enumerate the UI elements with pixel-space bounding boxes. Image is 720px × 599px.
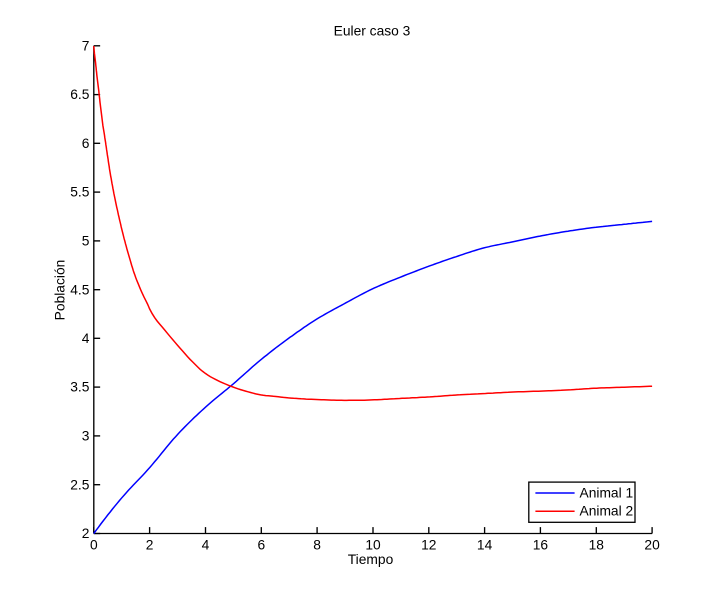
- svg-text:5: 5: [82, 234, 90, 249]
- svg-text:4: 4: [82, 331, 90, 346]
- svg-text:6: 6: [257, 537, 265, 552]
- svg-text:6.5: 6.5: [70, 87, 90, 102]
- svg-text:3.5: 3.5: [70, 380, 90, 395]
- svg-text:6: 6: [82, 136, 90, 151]
- svg-text:8: 8: [313, 537, 321, 552]
- svg-text:Población: Población: [53, 260, 68, 321]
- svg-text:5.5: 5.5: [70, 185, 90, 200]
- svg-text:16: 16: [533, 537, 549, 552]
- svg-text:2: 2: [82, 526, 90, 541]
- svg-text:10: 10: [365, 537, 381, 552]
- svg-text:12: 12: [421, 537, 436, 552]
- svg-text:Euler caso 3: Euler caso 3: [334, 24, 411, 39]
- svg-text:Tiempo: Tiempo: [348, 552, 394, 567]
- svg-text:2: 2: [146, 537, 154, 552]
- svg-text:20: 20: [644, 537, 660, 552]
- svg-text:3: 3: [82, 429, 90, 444]
- svg-text:7: 7: [82, 38, 90, 53]
- svg-text:0: 0: [90, 537, 98, 552]
- svg-text:Animal 1: Animal 1: [580, 485, 634, 500]
- svg-text:18: 18: [589, 537, 605, 552]
- svg-text:2.5: 2.5: [70, 477, 90, 492]
- svg-text:14: 14: [477, 537, 493, 552]
- svg-text:Animal 2: Animal 2: [580, 504, 634, 519]
- svg-text:4.5: 4.5: [70, 282, 90, 297]
- svg-text:4: 4: [202, 537, 210, 552]
